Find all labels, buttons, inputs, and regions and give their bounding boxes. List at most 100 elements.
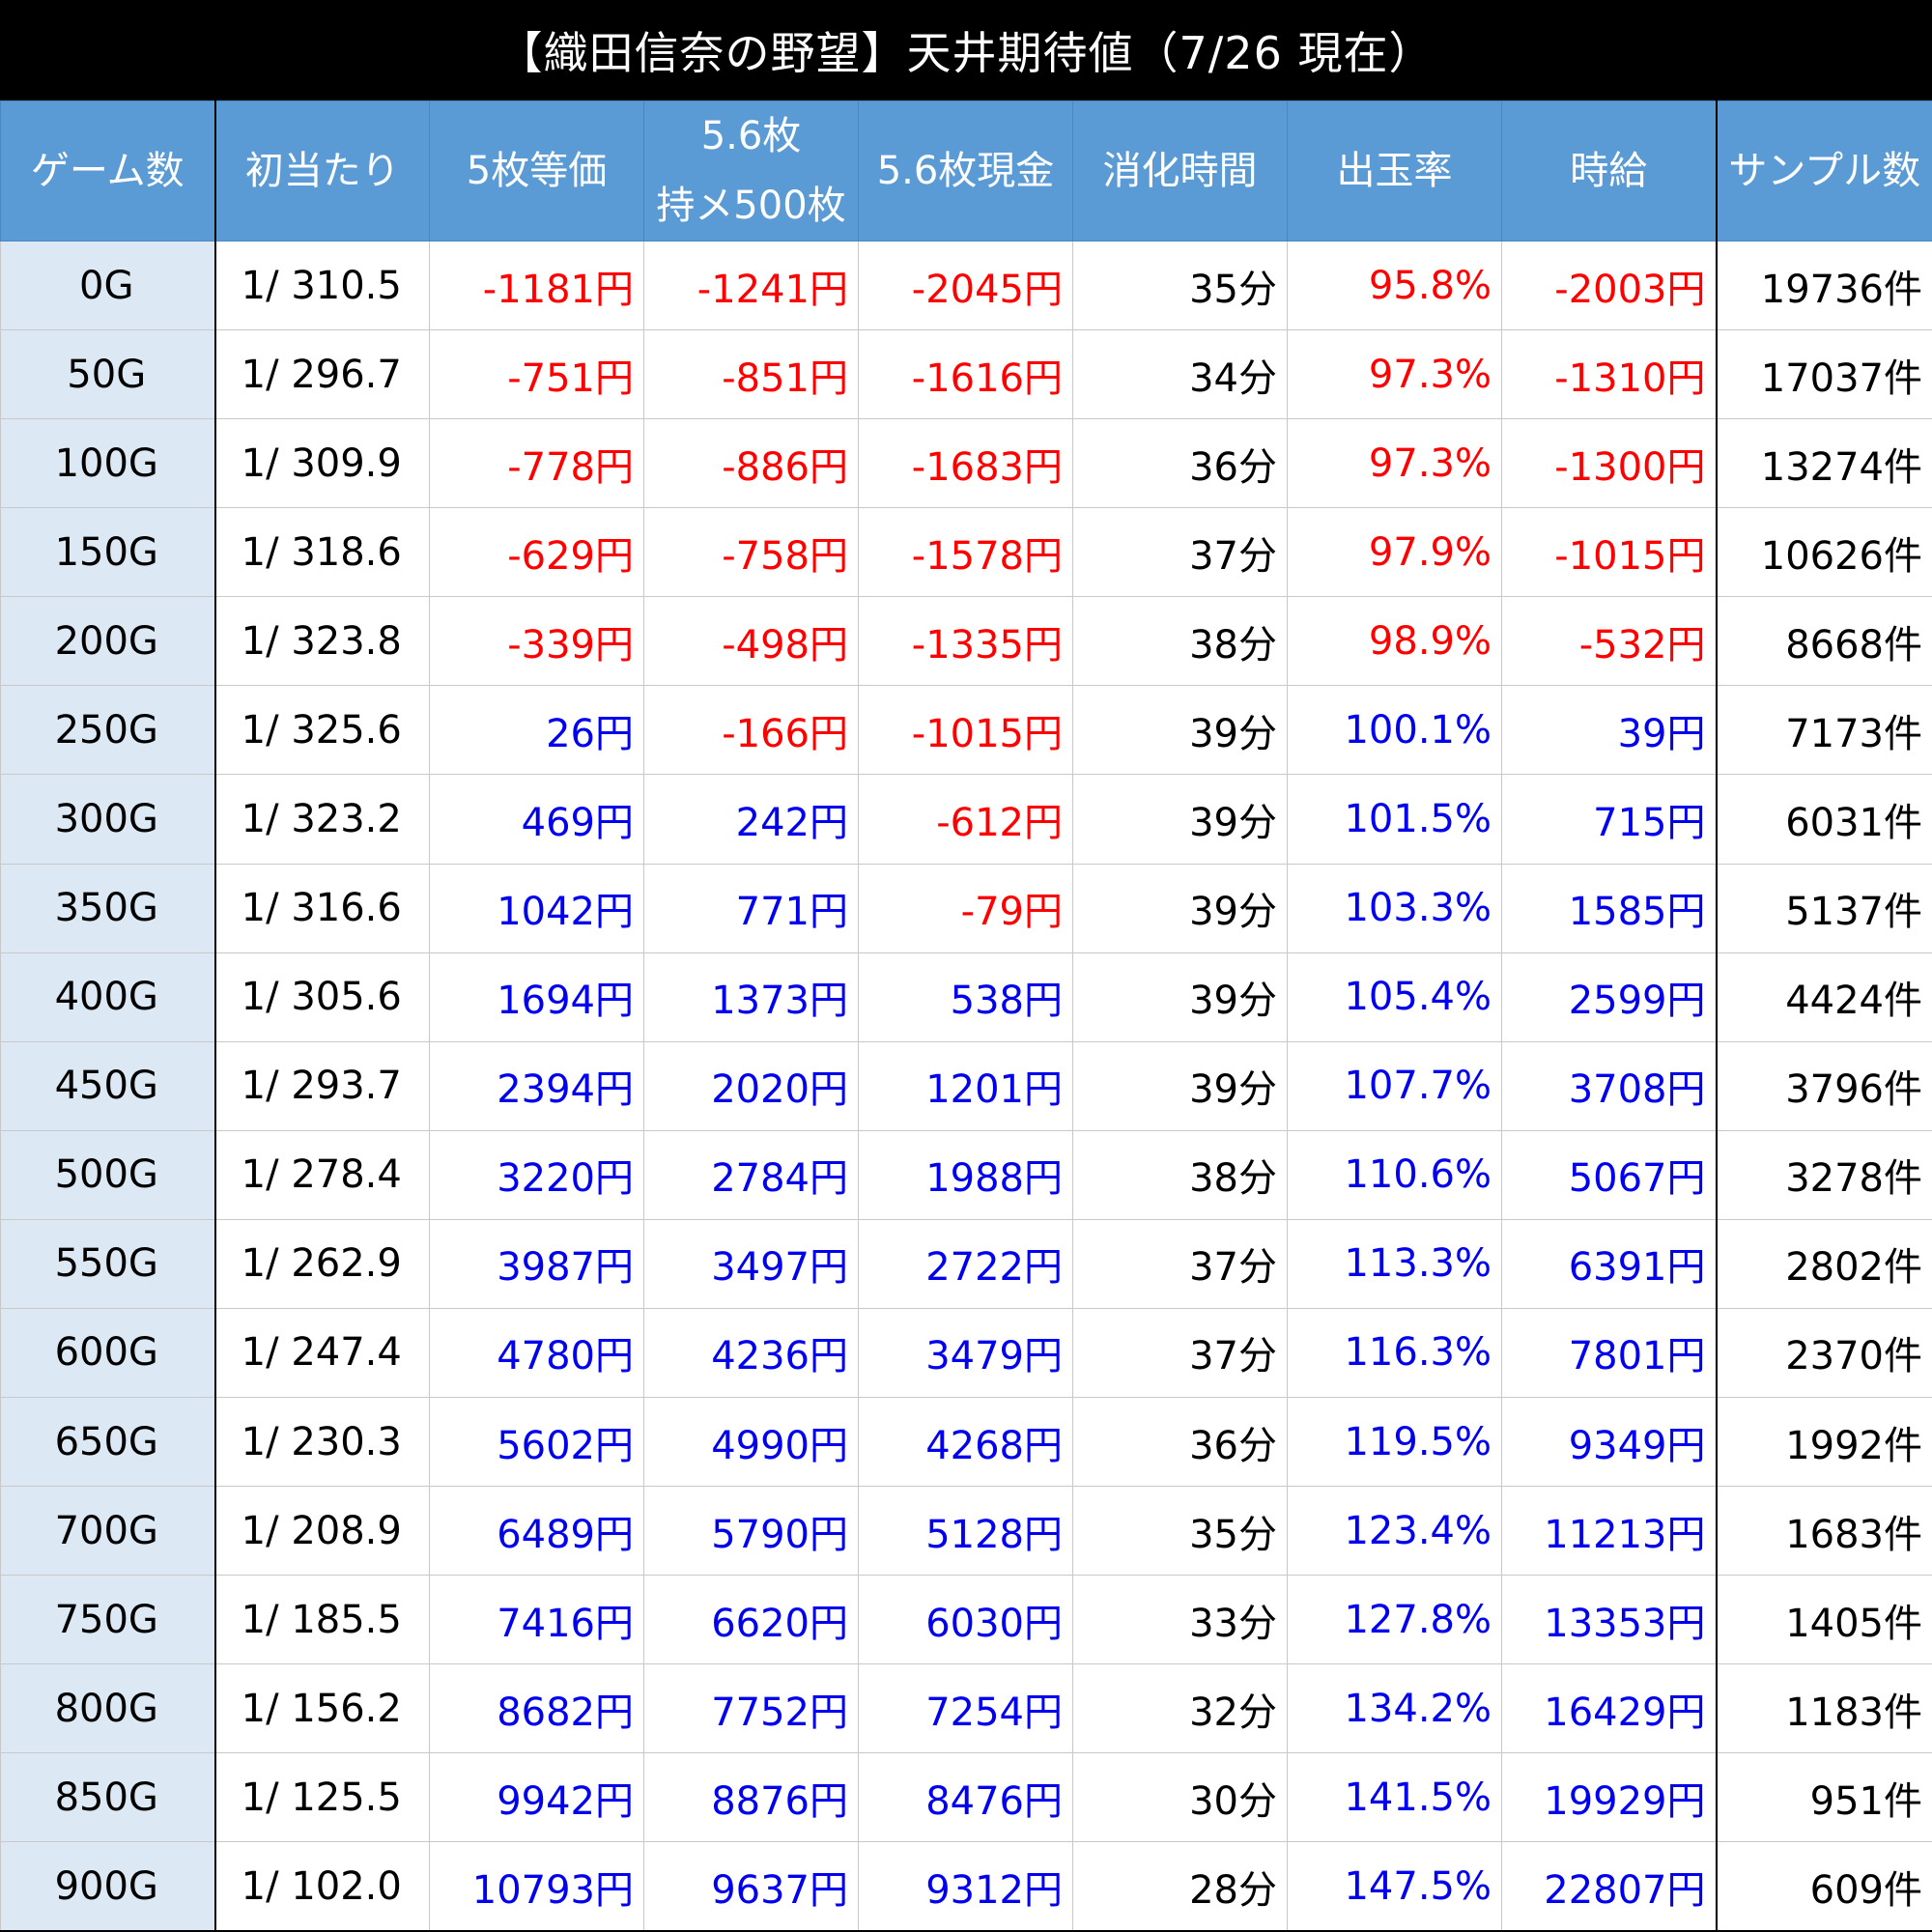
table-cell: 33分 bbox=[1072, 1575, 1288, 1665]
expected-value-table: ゲーム数 初当たり 5枚等価 5.6枚 持メ500枚 5.6枚現金 消化時間 出玉率 時給 サンプ… bbox=[0, 100, 1932, 1932]
table-cell: 8682円 bbox=[429, 1663, 644, 1754]
table-cell: 134.2% bbox=[1287, 1663, 1502, 1754]
table-cell: 2370件 bbox=[1716, 1307, 1932, 1399]
table-cell: 7801円 bbox=[1501, 1307, 1718, 1399]
table-cell: 3479円 bbox=[858, 1307, 1073, 1399]
table-cell: 107.7% bbox=[1287, 1040, 1502, 1131]
table-cell: 8668件 bbox=[1716, 596, 1932, 687]
table-cell: 0G bbox=[0, 240, 216, 331]
table-cell: 1373円 bbox=[643, 952, 859, 1042]
table-cell: 39分 bbox=[1072, 685, 1288, 776]
table-cell: 119.5% bbox=[1287, 1397, 1502, 1488]
table-cell: 2784円 bbox=[643, 1129, 859, 1220]
table-cell: 500G bbox=[0, 1129, 216, 1220]
table-cell: 97.9% bbox=[1287, 507, 1502, 598]
table-cell: 1/ 156.2 bbox=[214, 1663, 430, 1754]
table-cell: -1241円 bbox=[643, 240, 859, 331]
table-cell: 2722円 bbox=[858, 1218, 1073, 1309]
table-cell: 700G bbox=[0, 1486, 216, 1577]
table-cell: 951件 bbox=[1716, 1752, 1932, 1843]
table-cell: 400G bbox=[0, 952, 216, 1042]
table-cell: 600G bbox=[0, 1307, 216, 1399]
table-cell: 1/ 318.6 bbox=[214, 507, 430, 598]
table-cell: 1585円 bbox=[1501, 863, 1718, 953]
table-cell: 39分 bbox=[1072, 863, 1288, 953]
table-cell: 1/ 278.4 bbox=[214, 1129, 430, 1220]
table-row: 250G 1/ 325.6 26円 -166円 -1015円 39分 100.1% 39円 71… bbox=[0, 685, 1932, 776]
table-cell: 5602円 bbox=[429, 1397, 644, 1488]
table-cell: 9349円 bbox=[1501, 1397, 1718, 1488]
table-cell: 100G bbox=[0, 418, 216, 509]
table-cell: 1694円 bbox=[429, 952, 644, 1042]
table-cell: 10793円 bbox=[429, 1841, 644, 1932]
table-cell: -1015円 bbox=[858, 685, 1073, 776]
table-cell: 1988円 bbox=[858, 1129, 1073, 1220]
table-cell: 3220円 bbox=[429, 1129, 644, 1220]
table-cell: 35分 bbox=[1072, 240, 1288, 331]
table-cell: 450G bbox=[0, 1040, 216, 1131]
table-cell: 1/ 325.6 bbox=[214, 685, 430, 776]
table-cell: 101.5% bbox=[1287, 774, 1502, 865]
table-cell: 6489円 bbox=[429, 1486, 644, 1577]
table-cell: 39分 bbox=[1072, 952, 1288, 1042]
table-cell: 13353円 bbox=[1501, 1575, 1718, 1665]
table-cell: 39円 bbox=[1501, 685, 1718, 776]
table-cell: 1/ 293.7 bbox=[214, 1040, 430, 1131]
table-header: ゲーム数 初当たり 5枚等価 5.6枚 持メ500枚 5.6枚現金 消化時間 出玉率 時給 サンプ… bbox=[0, 100, 1932, 242]
table-cell: 37分 bbox=[1072, 1307, 1288, 1399]
table-cell: 5067円 bbox=[1501, 1129, 1718, 1220]
table-cell: -886円 bbox=[643, 418, 859, 509]
table-cell: 6391円 bbox=[1501, 1218, 1718, 1309]
table-row: 200G 1/ 323.8 -339円 -498円 -1335円 38分 98.9% -532… bbox=[0, 596, 1932, 687]
table-cell: 9312円 bbox=[858, 1841, 1073, 1932]
table-cell: -79円 bbox=[858, 863, 1073, 953]
table-row: 550G 1/ 262.9 3987円 3497円 2722円 37分 113.3% 6391… bbox=[0, 1218, 1932, 1309]
table-cell: 97.3% bbox=[1287, 418, 1502, 509]
table-row: 500G 1/ 278.4 3220円 2784円 1988円 38分 110.6% 5067… bbox=[0, 1129, 1932, 1220]
table-cell: 38分 bbox=[1072, 596, 1288, 687]
table-cell: 38分 bbox=[1072, 1129, 1288, 1220]
table-cell: 4268円 bbox=[858, 1397, 1073, 1488]
table-cell: 150G bbox=[0, 507, 216, 598]
table-row: 650G 1/ 230.3 5602円 4990円 4268円 36分 119.5% 9349… bbox=[0, 1397, 1932, 1488]
table-cell: 242円 bbox=[643, 774, 859, 865]
table-cell: -758円 bbox=[643, 507, 859, 598]
table-cell: 300G bbox=[0, 774, 216, 865]
table-cell: -1578円 bbox=[858, 507, 1073, 598]
table-cell: 1/ 102.0 bbox=[214, 1841, 430, 1932]
table-cell: 900G bbox=[0, 1841, 216, 1932]
table-cell: 147.5% bbox=[1287, 1841, 1502, 1932]
table-cell: 1/ 262.9 bbox=[214, 1218, 430, 1309]
table-cell: 1201円 bbox=[858, 1040, 1073, 1131]
table-cell: 17037件 bbox=[1716, 329, 1932, 420]
table-cell: -1616円 bbox=[858, 329, 1073, 420]
table-cell: 1/ 296.7 bbox=[214, 329, 430, 420]
table-cell: 127.8% bbox=[1287, 1575, 1502, 1665]
table-cell: 550G bbox=[0, 1218, 216, 1309]
table-cell: 2020円 bbox=[643, 1040, 859, 1131]
table-cell: 6620円 bbox=[643, 1575, 859, 1665]
table-body: 0G 1/ 310.5 -1181円 -1241円 -2045円 35分 95.8% -200… bbox=[0, 240, 1932, 1932]
table-row: 450G 1/ 293.7 2394円 2020円 1201円 39分 107.7% 3708… bbox=[0, 1040, 1932, 1131]
table-row: 100G 1/ 309.9 -778円 -886円 -1683円 36分 97.3% -130… bbox=[0, 418, 1932, 509]
table-cell: 1/ 323.2 bbox=[214, 774, 430, 865]
table-row: 350G 1/ 316.6 1042円 771円 -79円 39分 103.3% 1585円 5… bbox=[0, 863, 1932, 953]
table-cell: 36分 bbox=[1072, 1397, 1288, 1488]
table-cell: 141.5% bbox=[1287, 1752, 1502, 1843]
table-cell: 39分 bbox=[1072, 774, 1288, 865]
table-cell: -166円 bbox=[643, 685, 859, 776]
table-cell: 9637円 bbox=[643, 1841, 859, 1932]
table-row: 600G 1/ 247.4 4780円 4236円 3479円 37分 116.3% 7801… bbox=[0, 1307, 1932, 1399]
table-cell: -1310円 bbox=[1501, 329, 1718, 420]
table-cell: 2802件 bbox=[1716, 1218, 1932, 1309]
table-cell: -2003円 bbox=[1501, 240, 1718, 331]
table-cell: 98.9% bbox=[1287, 596, 1502, 687]
table-cell: -1015円 bbox=[1501, 507, 1718, 598]
table-cell: 10626件 bbox=[1716, 507, 1932, 598]
table-row: 800G 1/ 156.2 8682円 7752円 7254円 32分 134.2% 1642… bbox=[0, 1663, 1932, 1754]
table-cell: -1683円 bbox=[858, 418, 1073, 509]
table-title: 【織田信奈の野望】天井期待値（7/26 現在） bbox=[0, 0, 1932, 100]
column-header-5: 消化時間 bbox=[1072, 100, 1288, 242]
table-cell: 1/ 185.5 bbox=[214, 1575, 430, 1665]
